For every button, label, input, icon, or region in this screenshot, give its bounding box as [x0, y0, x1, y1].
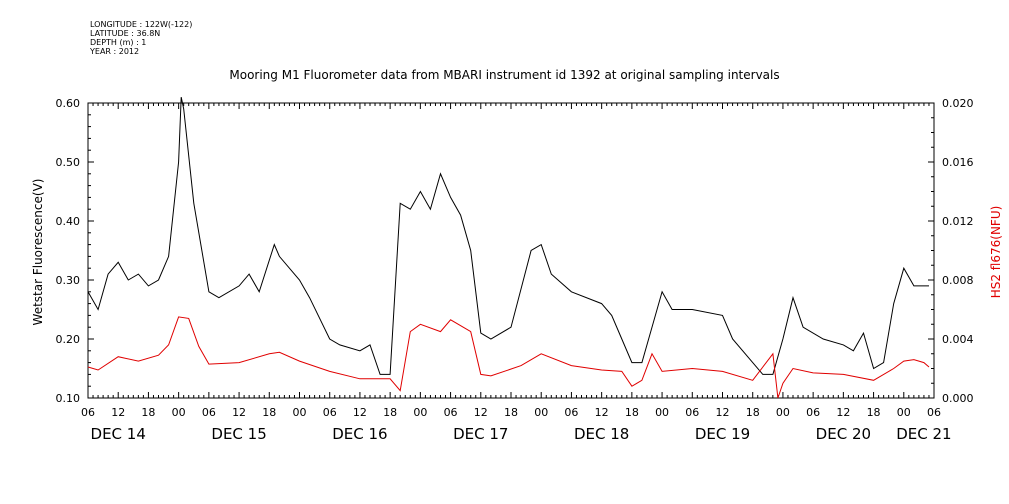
right-tick-label: 0.004: [942, 333, 974, 346]
x-hour-label: 18: [625, 406, 639, 419]
metadata-block: LONGITUDE : 122W(-122) LATITUDE : 36.8N …: [90, 20, 192, 56]
x-hour-label: 00: [655, 406, 669, 419]
x-hour-label: 06: [81, 406, 95, 419]
x-hour-label: 18: [504, 406, 518, 419]
x-hour-label: 12: [836, 406, 850, 419]
meta-latitude: LATITUDE : 36.8N: [90, 29, 161, 38]
left-tick-label: 0.50: [56, 156, 81, 169]
axis-ticks: [87, 103, 935, 398]
right-tick-label: 0.000: [942, 392, 974, 405]
x-day-label: DEC 19: [695, 425, 750, 443]
x-hour-label: 12: [595, 406, 609, 419]
x-day-label: DEC 21: [896, 425, 951, 443]
left-tick-label: 0.10: [56, 392, 81, 405]
x-hour-label: 06: [685, 406, 699, 419]
x-hour-label: 06: [202, 406, 216, 419]
x-hour-label: 18: [383, 406, 397, 419]
x-hour-label: 12: [353, 406, 367, 419]
x-hour-label: 06: [323, 406, 337, 419]
x-hour-label: 12: [716, 406, 730, 419]
x-day-label: DEC 15: [211, 425, 266, 443]
chart-title: Mooring M1 Fluorometer data from MBARI i…: [229, 68, 780, 82]
x-axis: 06 12 18 00 06 12 18 00 06 12 18 00 06 12 18 00 06 12 18 00…: [81, 406, 952, 443]
x-hour-label: 06: [564, 406, 578, 419]
right-y-axis: 0.000 0.004 0.008 0.012 0.016 0.020: [928, 97, 974, 405]
y-axis-right-label: HS2 fl676(NFU): [989, 206, 1003, 299]
x-hour-label: 00: [897, 406, 911, 419]
left-tick-label: 0.30: [56, 274, 81, 287]
left-y-axis: 0.10 0.20 0.30 0.40 0.50 0.60: [56, 97, 94, 405]
x-day-label: DEC 17: [453, 425, 508, 443]
x-hour-label: 18: [746, 406, 760, 419]
x-hour-label: 18: [262, 406, 276, 419]
plot-border: [87, 102, 935, 399]
x-day-label: DEC 14: [91, 425, 146, 443]
meta-depth: DEPTH (m) : 1: [90, 38, 147, 47]
x-day-label: DEC 20: [816, 425, 871, 443]
x-hour-label: 00: [413, 406, 427, 419]
meta-year: YEAR : 2012: [90, 47, 140, 56]
meta-longitude: LONGITUDE : 122W(-122): [90, 20, 193, 29]
x-hour-label: 00: [776, 406, 790, 419]
right-tick-label: 0.016: [942, 156, 974, 169]
y-axis-left-label: Wetstar Fluorescence(V): [31, 179, 45, 326]
right-tick-label: 0.020: [942, 97, 974, 110]
x-hour-label: 06: [927, 406, 941, 419]
x-hour-label: 00: [293, 406, 307, 419]
right-tick-label: 0.008: [942, 274, 974, 287]
x-hour-label: 18: [141, 406, 155, 419]
x-day-label: DEC 18: [574, 425, 629, 443]
left-tick-label: 0.20: [56, 333, 81, 346]
series-layer: [87, 96, 930, 399]
x-hour-label: 06: [444, 406, 458, 419]
left-tick-label: 0.40: [56, 215, 81, 228]
x-hour-label: 12: [474, 406, 488, 419]
x-hour-label: 12: [111, 406, 125, 419]
x-day-label: DEC 16: [332, 425, 387, 443]
series-line-hs2: [87, 316, 930, 399]
left-tick-label: 0.60: [56, 97, 81, 110]
x-hour-label: 06: [806, 406, 820, 419]
x-hour-label: 18: [867, 406, 881, 419]
right-tick-label: 0.012: [942, 215, 974, 228]
series-line-wetstar: [87, 96, 929, 375]
x-hour-label: 00: [172, 406, 186, 419]
x-hour-label: 00: [534, 406, 548, 419]
x-hour-label: 12: [232, 406, 246, 419]
plot-frame: [87, 102, 935, 399]
